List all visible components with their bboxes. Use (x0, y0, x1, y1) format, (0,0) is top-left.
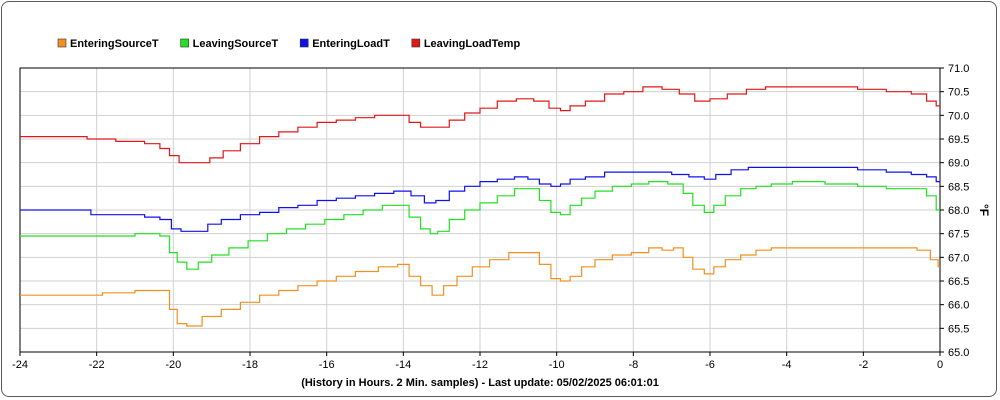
legend: EnteringSourceT LeavingSourceT EnteringLoa… (57, 38, 521, 50)
legend-label-leavingloadtemp: LeavingLoadTemp (424, 38, 521, 50)
x-tick-label: -24 (12, 359, 28, 371)
x-tick-label: -2 (858, 359, 868, 371)
series-line-enteringsourcet (20, 247, 940, 327)
y-tick-label: 71.0 (948, 63, 969, 75)
y-tick-label: 65.5 (948, 323, 969, 335)
legend-swatch-enteringloadt (299, 38, 309, 48)
legend-swatch-leavingloadtemp (411, 38, 421, 48)
x-tick-label: -12 (472, 359, 488, 371)
x-tick-label: -20 (165, 359, 181, 371)
x-tick-label: -22 (89, 359, 105, 371)
legend-swatch-enteringsourcet (57, 38, 67, 48)
legend-label-leavingsourcet: LeavingSourceT (193, 38, 279, 50)
x-tick-label: -14 (395, 359, 411, 371)
y-tick-label: 70.5 (948, 87, 969, 99)
y-tick-label: 68.5 (948, 181, 969, 193)
series-line-leavingloadtemp (20, 86, 940, 164)
y-tick-label: 66.5 (948, 276, 969, 288)
legend-label-enteringsourcet: EnteringSourceT (70, 38, 159, 50)
x-tick-label: -10 (549, 359, 565, 371)
y-tick-label: 67.5 (948, 229, 969, 241)
y-tick-label: 67.0 (948, 252, 969, 264)
series-line-enteringloadt (20, 166, 940, 232)
y-tick-label: 66.0 (948, 300, 969, 312)
x-axis-label: (History in Hours. 2 Min. samples) - Las… (301, 377, 659, 389)
y-axis-label: °F (977, 204, 991, 216)
y-tick-label: 70.0 (948, 110, 969, 122)
legend-label-enteringloadt: EnteringLoadT (312, 38, 390, 50)
x-tick-label: 0 (937, 359, 943, 371)
x-tick-label: -8 (628, 359, 638, 371)
x-axis: -24 -22 -20 -18 -16 -14 -12 -10 -8 -6 -4 -2 0 (12, 352, 943, 371)
y-tick-label: 65.0 (948, 347, 969, 359)
x-tick-label: -4 (782, 359, 792, 371)
series-layer (20, 86, 940, 327)
y-tick-label: 69.5 (948, 134, 969, 146)
y-axis: 65.0 65.5 66.0 66.5 67.0 67.5 68.0 68.5 69.0 69.5… (940, 63, 969, 359)
series-line-leavingsourcet (20, 181, 940, 270)
x-tick-label: -18 (242, 359, 258, 371)
y-tick-label: 68.0 (948, 205, 969, 217)
x-tick-label: -6 (705, 359, 715, 371)
x-tick-label: -16 (319, 359, 335, 371)
y-tick-label: 69.0 (948, 158, 969, 170)
legend-swatch-leavingsourcet (180, 38, 189, 48)
